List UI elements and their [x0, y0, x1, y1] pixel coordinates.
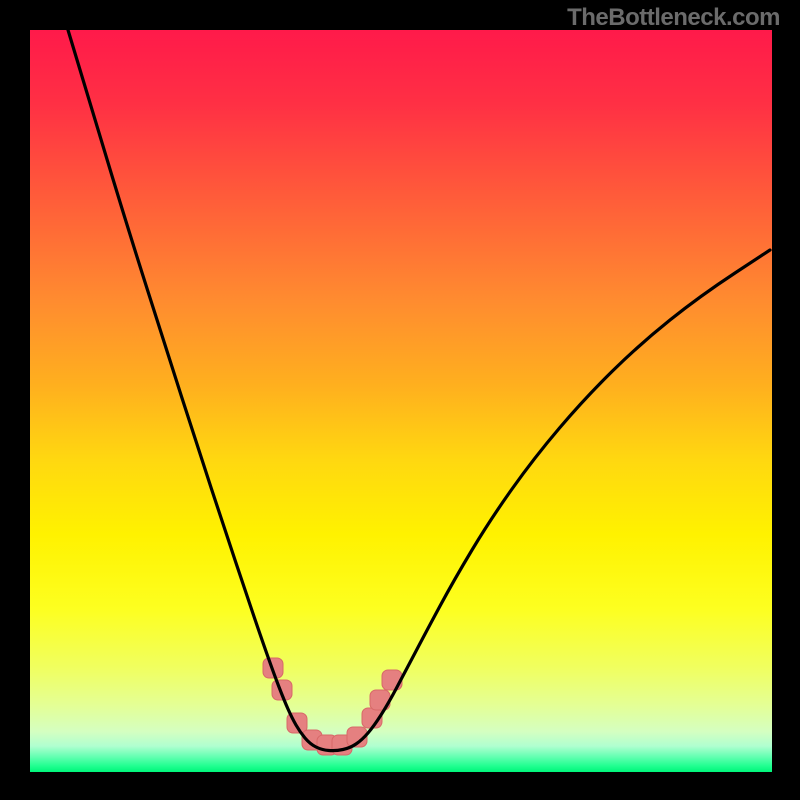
- plot-background: [30, 30, 772, 772]
- chart-root: TheBottleneck.com: [0, 0, 800, 800]
- watermark-text: TheBottleneck.com: [567, 4, 780, 32]
